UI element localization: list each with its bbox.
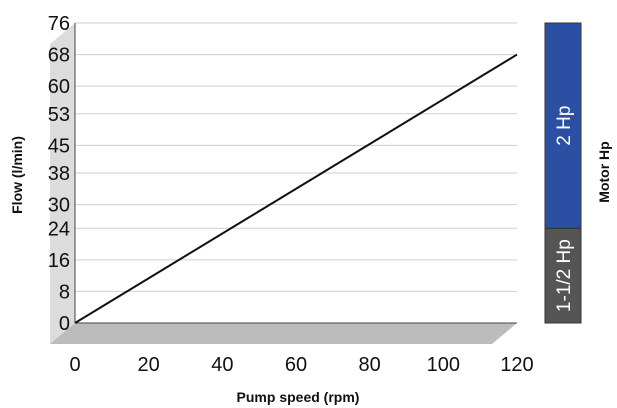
x-tick-label: 60	[285, 354, 307, 376]
y-tick-label: 24	[48, 218, 70, 240]
x-tick-label: 40	[211, 354, 233, 376]
motor-band	[544, 22, 582, 229]
x-tick-label: 80	[359, 354, 381, 376]
y-tick-label: 53	[48, 104, 70, 126]
y-tick-label: 60	[48, 76, 70, 98]
motor-band-label: 2 Hp	[554, 106, 575, 146]
grid-lines	[74, 22, 517, 324]
x-axis-title: Pump speed (rpm)	[237, 389, 360, 405]
motor-band-label: 1-1/2 Hp	[554, 239, 575, 312]
y-tick-label: 68	[48, 45, 70, 67]
x-tick-label: 120	[500, 354, 533, 376]
motor-band	[544, 227, 582, 324]
y-tick-label: 38	[48, 163, 70, 185]
x-tick-labels: 0 20 40 60 80 100 120	[69, 354, 533, 376]
motor-bands: 1-1/2 Hp 2 Hp	[544, 22, 582, 324]
chart-3d-walls	[50, 23, 517, 344]
floor	[50, 323, 517, 344]
y-tick-label: 8	[59, 281, 70, 303]
series-lines	[74, 53, 518, 324]
y-tick-label: 0	[59, 313, 70, 335]
y-tick-label: 16	[48, 250, 70, 272]
x-tick-label: 0	[69, 354, 80, 376]
left-wall	[50, 23, 75, 344]
series-line	[74, 53, 518, 324]
y-tick-label: 30	[48, 195, 70, 217]
x-tick-label: 20	[138, 354, 160, 376]
y-tick-label: 45	[48, 135, 70, 157]
motor-hp-title: Motor Hp	[596, 141, 612, 202]
y-axis-title: Flow (l/min)	[9, 136, 25, 214]
x-tick-label: 100	[427, 354, 460, 376]
y-tick-label: 76	[48, 13, 70, 35]
